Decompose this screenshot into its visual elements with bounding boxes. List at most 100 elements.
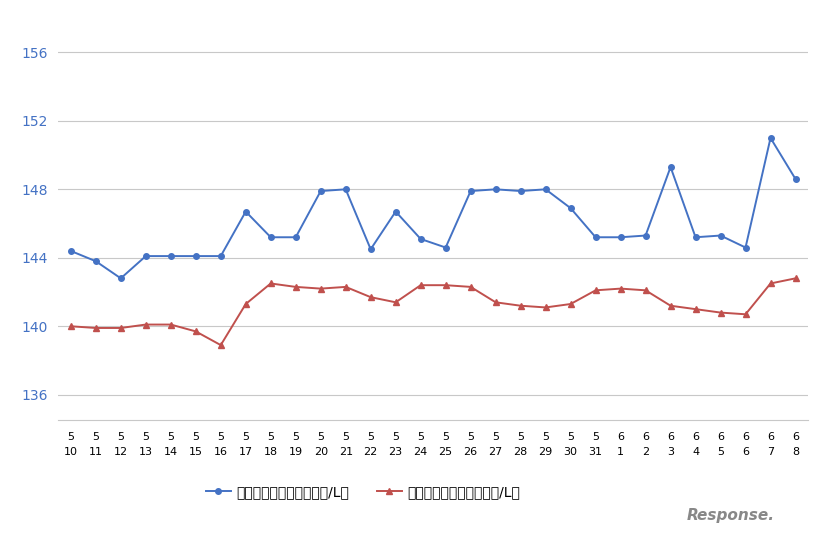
レギュラー実売価格（円/L） bbox=[491, 299, 501, 306]
Text: 22: 22 bbox=[363, 447, 378, 457]
レギュラー実売価格（円/L） bbox=[716, 309, 726, 316]
レギュラー看板価格（円/L） bbox=[541, 186, 551, 192]
レギュラー実売価格（円/L） bbox=[516, 302, 526, 309]
レギュラー看板価格（円/L） bbox=[716, 232, 726, 239]
レギュラー実売価格（円/L） bbox=[116, 324, 126, 331]
レギュラー看板価格（円/L） bbox=[291, 234, 301, 240]
Line: レギュラー看板価格（円/L）: レギュラー看板価格（円/L） bbox=[68, 135, 798, 281]
Text: 25: 25 bbox=[439, 447, 452, 457]
Text: 5: 5 bbox=[467, 432, 474, 441]
レギュラー実売価格（円/L） bbox=[741, 311, 751, 317]
Text: 26: 26 bbox=[464, 447, 477, 457]
Text: 5: 5 bbox=[292, 432, 299, 441]
Text: 5: 5 bbox=[67, 432, 74, 441]
Text: 8: 8 bbox=[792, 447, 799, 457]
レギュラー実売価格（円/L） bbox=[191, 328, 201, 335]
レギュラー実売価格（円/L） bbox=[141, 321, 151, 328]
Text: 28: 28 bbox=[513, 447, 528, 457]
Text: 6: 6 bbox=[742, 432, 749, 441]
Text: 5: 5 bbox=[717, 447, 724, 457]
Text: 12: 12 bbox=[114, 447, 127, 457]
レギュラー看板価格（円/L） bbox=[166, 253, 176, 259]
レギュラー看板価格（円/L） bbox=[641, 232, 651, 239]
Text: 4: 4 bbox=[692, 447, 699, 457]
Text: 6: 6 bbox=[692, 432, 699, 441]
レギュラー看板価格（円/L） bbox=[466, 188, 476, 194]
レギュラー実売価格（円/L） bbox=[316, 285, 326, 292]
Text: 5: 5 bbox=[142, 432, 149, 441]
レギュラー看板価格（円/L） bbox=[366, 246, 376, 252]
レギュラー実売価格（円/L） bbox=[566, 301, 576, 307]
Text: 6: 6 bbox=[717, 432, 724, 441]
レギュラー実売価格（円/L） bbox=[91, 324, 101, 331]
レギュラー実売価格（円/L） bbox=[266, 280, 276, 287]
Text: 14: 14 bbox=[164, 447, 177, 457]
Text: 5: 5 bbox=[492, 432, 499, 441]
Text: 6: 6 bbox=[792, 432, 799, 441]
レギュラー看板価格（円/L） bbox=[766, 135, 776, 141]
Text: 20: 20 bbox=[314, 447, 327, 457]
Text: 11: 11 bbox=[89, 447, 102, 457]
レギュラー実売価格（円/L） bbox=[616, 285, 626, 292]
レギュラー看板価格（円/L） bbox=[741, 244, 751, 251]
Text: 5: 5 bbox=[242, 432, 249, 441]
レギュラー看板価格（円/L） bbox=[566, 205, 576, 211]
レギュラー実売価格（円/L） bbox=[366, 294, 376, 300]
レギュラー実売価格（円/L） bbox=[341, 284, 351, 290]
Text: 17: 17 bbox=[239, 447, 252, 457]
レギュラー実売価格（円/L） bbox=[441, 282, 451, 288]
レギュラー実売価格（円/L） bbox=[466, 284, 476, 290]
Text: 5: 5 bbox=[267, 432, 274, 441]
レギュラー看板価格（円/L） bbox=[616, 234, 626, 240]
レギュラー実売価格（円/L） bbox=[691, 306, 701, 313]
Text: 5: 5 bbox=[167, 432, 174, 441]
レギュラー看板価格（円/L） bbox=[266, 234, 276, 240]
レギュラー実売価格（円/L） bbox=[591, 287, 601, 294]
レギュラー実売価格（円/L） bbox=[416, 282, 426, 288]
Text: 5: 5 bbox=[317, 432, 324, 441]
レギュラー看板価格（円/L） bbox=[516, 188, 526, 194]
レギュラー看板価格（円/L） bbox=[666, 164, 676, 170]
Line: レギュラー実売価格（円/L）: レギュラー実売価格（円/L） bbox=[68, 275, 798, 348]
Text: 29: 29 bbox=[538, 447, 553, 457]
レギュラー実売価格（円/L） bbox=[391, 299, 401, 306]
Text: 15: 15 bbox=[189, 447, 202, 457]
Text: 5: 5 bbox=[542, 432, 549, 441]
レギュラー看板価格（円/L） bbox=[316, 188, 326, 194]
Text: Response.: Response. bbox=[686, 508, 775, 523]
レギュラー実売価格（円/L） bbox=[766, 280, 776, 287]
Text: 6: 6 bbox=[642, 432, 649, 441]
Text: 24: 24 bbox=[413, 447, 428, 457]
Text: 23: 23 bbox=[389, 447, 402, 457]
Text: 18: 18 bbox=[264, 447, 277, 457]
Text: 7: 7 bbox=[767, 447, 774, 457]
Text: 10: 10 bbox=[64, 447, 77, 457]
Text: 3: 3 bbox=[667, 447, 674, 457]
レギュラー実売価格（円/L） bbox=[166, 321, 176, 328]
Text: 21: 21 bbox=[339, 447, 352, 457]
Text: 6: 6 bbox=[767, 432, 774, 441]
Text: 5: 5 bbox=[517, 432, 524, 441]
レギュラー看板価格（円/L） bbox=[791, 176, 801, 182]
Text: 5: 5 bbox=[567, 432, 574, 441]
Text: 5: 5 bbox=[392, 432, 399, 441]
Text: 31: 31 bbox=[589, 447, 602, 457]
レギュラー看板価格（円/L） bbox=[691, 234, 701, 240]
Legend: レギュラー看板価格（円/L）, レギュラー実売価格（円/L）: レギュラー看板価格（円/L）, レギュラー実売価格（円/L） bbox=[200, 479, 526, 505]
レギュラー看板価格（円/L） bbox=[391, 209, 401, 215]
Text: 5: 5 bbox=[367, 432, 374, 441]
Text: 5: 5 bbox=[92, 432, 99, 441]
Text: 13: 13 bbox=[139, 447, 152, 457]
レギュラー実売価格（円/L） bbox=[241, 301, 251, 307]
レギュラー看板価格（円/L） bbox=[491, 186, 501, 192]
Text: 5: 5 bbox=[117, 432, 124, 441]
Text: 1: 1 bbox=[617, 447, 624, 457]
レギュラー看板価格（円/L） bbox=[141, 253, 151, 259]
Text: 5: 5 bbox=[442, 432, 449, 441]
Text: 30: 30 bbox=[564, 447, 577, 457]
レギュラー看板価格（円/L） bbox=[341, 186, 351, 192]
Text: 27: 27 bbox=[488, 447, 503, 457]
レギュラー実売価格（円/L） bbox=[666, 302, 676, 309]
レギュラー看板価格（円/L） bbox=[91, 258, 101, 265]
レギュラー実売価格（円/L） bbox=[791, 275, 801, 281]
